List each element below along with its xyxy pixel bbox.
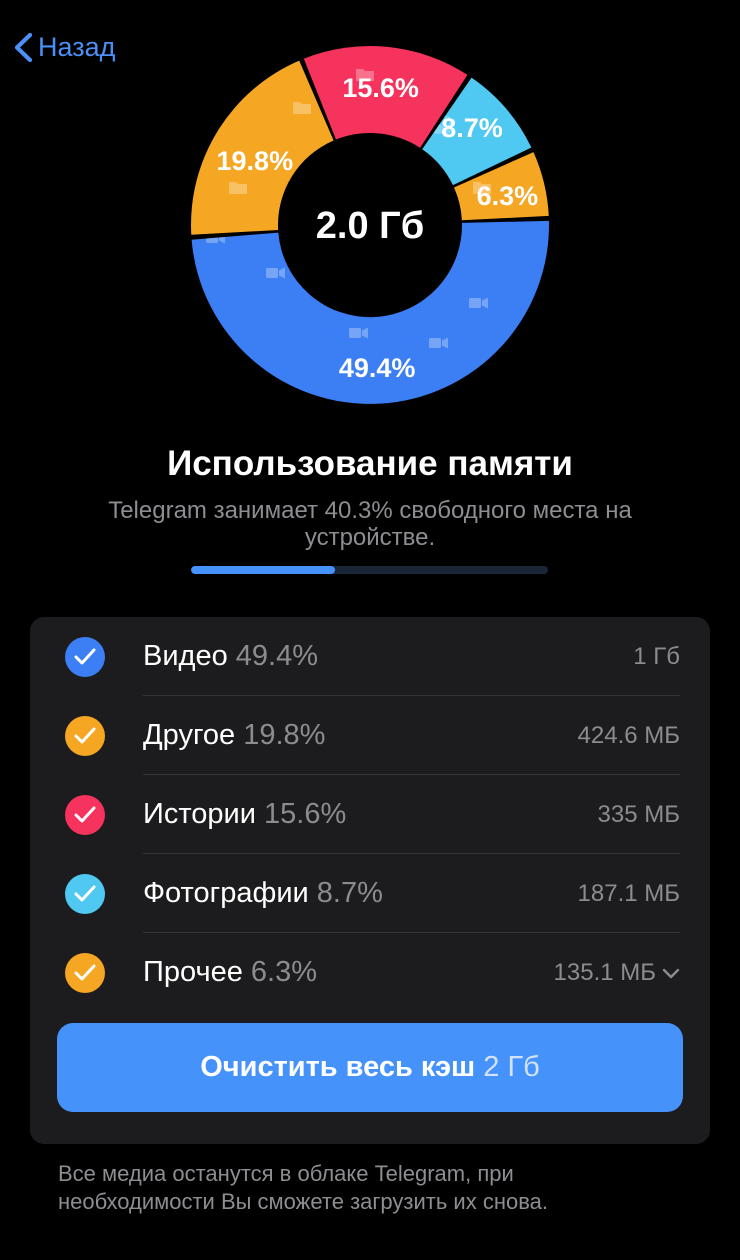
svg-text:19.8%: 19.8% — [216, 146, 293, 176]
svg-text:49.4%: 49.4% — [338, 353, 415, 383]
svg-text:2.0 Гб: 2.0 Гб — [315, 205, 423, 247]
svg-text:6.3%: 6.3% — [476, 181, 538, 211]
svg-text:8.7%: 8.7% — [441, 113, 503, 143]
svg-text:15.6%: 15.6% — [342, 73, 419, 103]
